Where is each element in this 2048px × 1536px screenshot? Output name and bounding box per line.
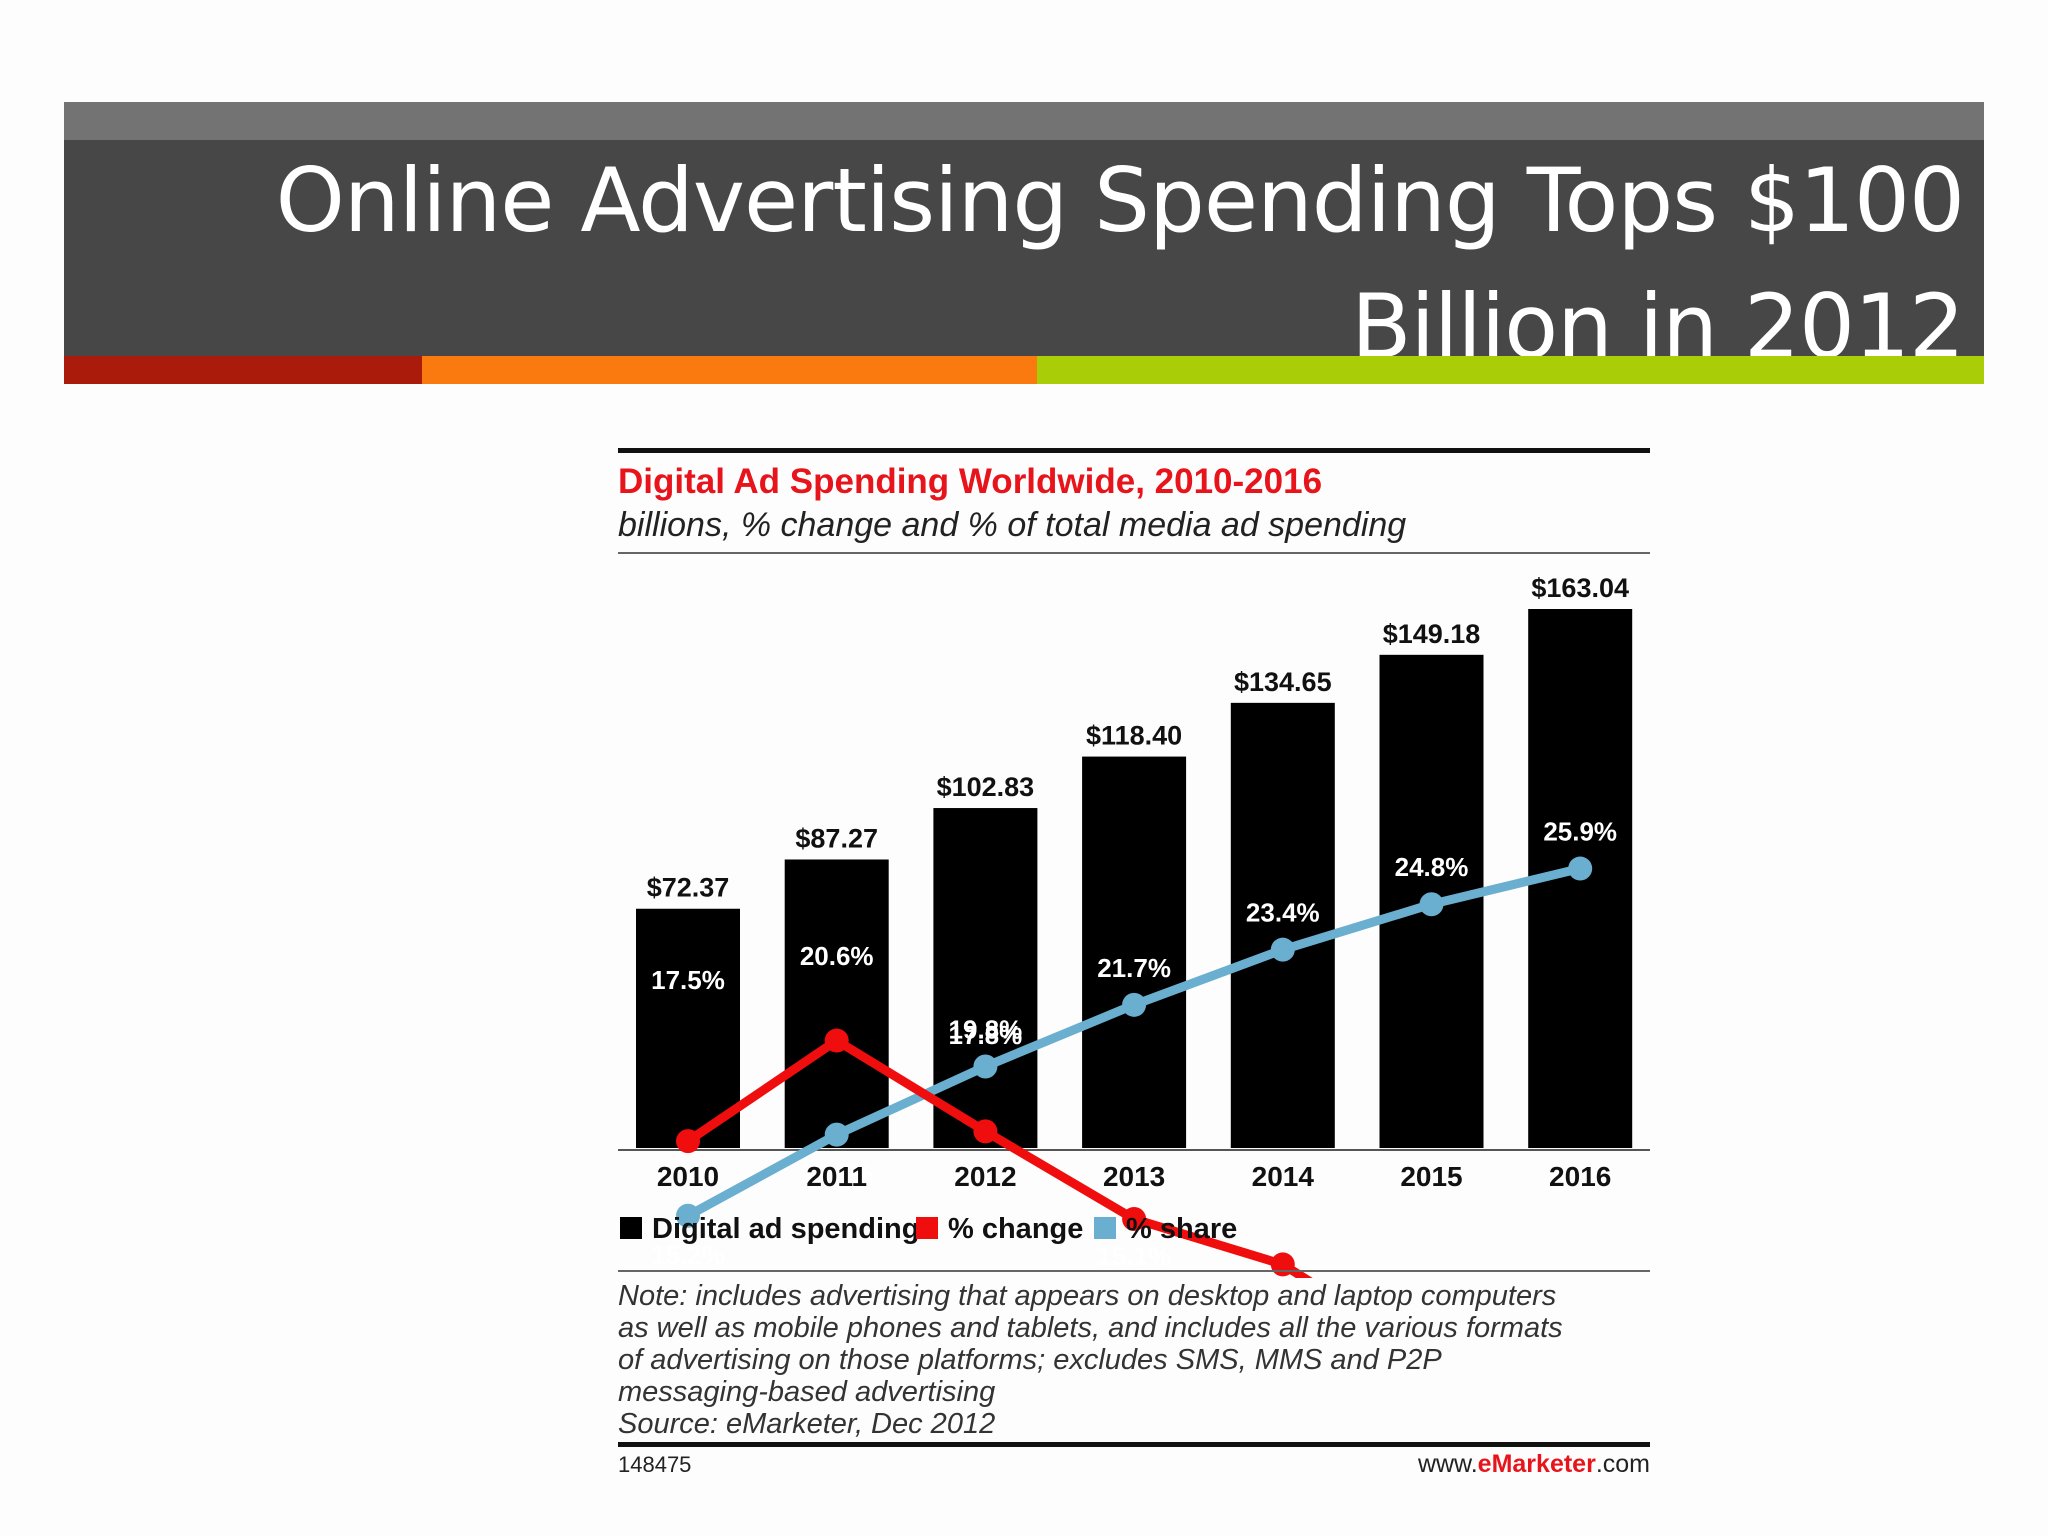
change-point: [973, 1119, 998, 1144]
bar: [1082, 756, 1187, 1148]
change-value-label: 20.6%: [800, 941, 874, 971]
change-point: [824, 1028, 849, 1053]
note-rule: [618, 1270, 1650, 1272]
bar: [636, 908, 740, 1148]
bar-value-label: $102.83: [937, 772, 1035, 802]
bar: [933, 808, 1038, 1148]
header-color-stripe: [64, 356, 1984, 384]
share-point: [1419, 892, 1444, 917]
chart-subtitle-rule: [618, 552, 1650, 554]
bar-value-label: $118.40: [1086, 721, 1182, 751]
note-line: messaging-based advertising: [618, 1376, 996, 1408]
x-tick-label: 2012: [954, 1161, 1016, 1192]
share-point: [973, 1054, 998, 1079]
brand-suffix: .com: [1595, 1450, 1650, 1478]
x-tick-label: 2016: [1549, 1161, 1611, 1192]
legend-label: % change: [948, 1213, 1083, 1245]
legend-label: % share: [1126, 1213, 1237, 1245]
x-tick-label: 2014: [1252, 1161, 1315, 1192]
bar-value-label: $87.27: [795, 823, 878, 853]
chart-top-rule: [618, 448, 1650, 453]
share-value-label: 17.7%: [800, 1159, 874, 1189]
x-tick-label: 2015: [1400, 1161, 1462, 1192]
change-point: [1270, 1252, 1295, 1277]
bar-value-label: $149.18: [1383, 619, 1481, 649]
x-tick-label: 2010: [657, 1161, 719, 1192]
chart-note: Note: includes advertising that appears …: [618, 1280, 1650, 1440]
chart-bottom-rule: [618, 1442, 1650, 1447]
change-value-label: 17.8%: [949, 1020, 1023, 1050]
brand-prefix: www.: [1417, 1450, 1478, 1478]
share-point: [676, 1203, 700, 1228]
chart-panel: Digital Ad Spending Worldwide, 2010-2016…: [618, 448, 1650, 1488]
stripe-red: [64, 356, 422, 384]
bar-value-label: $134.65: [1234, 667, 1332, 697]
stripe-green: [1037, 356, 1984, 384]
share-value-label: 15.2%: [651, 1240, 725, 1270]
bar-value-label: $72.37: [647, 873, 730, 903]
chart-plot: $72.37 $87.27 $102.83 $118.40 $134.65 $149.18…: [618, 573, 1650, 1278]
share-value-label: 23.4%: [1246, 898, 1320, 928]
share-value-label: 24.8%: [1395, 852, 1469, 882]
share-point: [1270, 937, 1295, 962]
stripe-orange: [422, 356, 1037, 384]
share-value-label: 25.9%: [1543, 817, 1617, 847]
legend-swatch: [916, 1217, 938, 1239]
source-line: Source: eMarketer, Dec 2012: [618, 1408, 996, 1440]
note-line: as well as mobile phones and tablets, an…: [618, 1312, 1563, 1344]
bar: [784, 859, 889, 1148]
chart-id: 148475: [618, 1452, 692, 1477]
share-value-label: 19.8%: [949, 1014, 1023, 1044]
change-point: [676, 1129, 700, 1154]
slide-title: Online Advertising Spending Tops $100 Bi…: [104, 138, 1965, 390]
note-line: Note: includes advertising that appears …: [618, 1280, 1557, 1312]
bar-value-label: $163.04: [1531, 573, 1629, 603]
change-point: [1122, 1207, 1147, 1232]
slide-title-line-1: Online Advertising Spending Tops $100: [275, 149, 1965, 252]
bar: [1230, 702, 1335, 1148]
legend-swatch: [1094, 1217, 1116, 1239]
change-value-label: 15.1%: [1097, 1241, 1171, 1271]
change-value-label: 17.5%: [651, 965, 725, 995]
x-tick-label: 2011: [806, 1161, 867, 1192]
brand-name: eMarketer: [1477, 1450, 1596, 1478]
legend-label: Digital ad spending: [652, 1213, 919, 1245]
share-point: [1122, 992, 1147, 1017]
chart-title: Digital Ad Spending Worldwide, 2010-2016: [618, 462, 1323, 501]
share-value-label: 21.7%: [1097, 953, 1171, 983]
legend-swatch: [620, 1217, 642, 1239]
x-tick-label: 2013: [1103, 1161, 1165, 1192]
header-top-band: [64, 102, 1984, 140]
share-point: [824, 1122, 849, 1147]
slide-header: Online Advertising Spending Tops $100 Bi…: [64, 102, 1984, 384]
share-point: [1568, 856, 1593, 881]
note-line: of advertising on those platforms; exclu…: [618, 1344, 1442, 1376]
chart-subtitle: billions, % change and % of total media …: [618, 506, 1407, 544]
emarketer-logo: www.eMarketer.com: [1418, 1450, 1650, 1479]
